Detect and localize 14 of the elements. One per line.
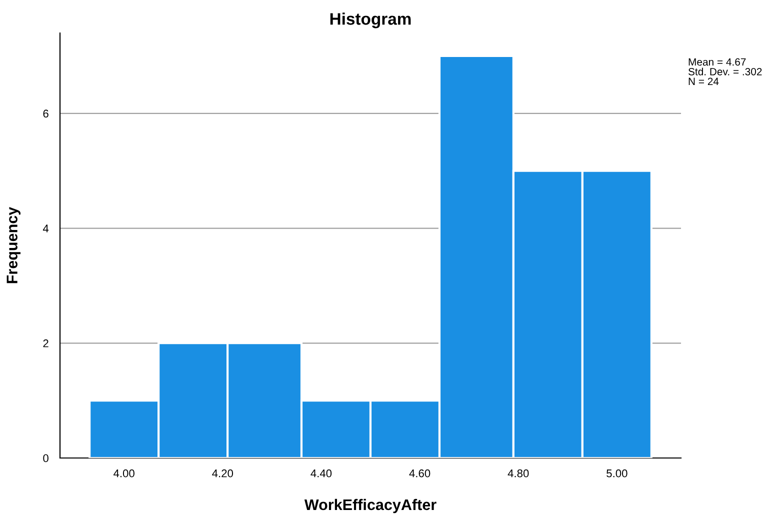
y-tick-label: 4 — [42, 224, 49, 232]
chart-title: Histogram — [330, 12, 411, 28]
x-tick-label: 4.60 — [409, 469, 430, 478]
x-axis-title: WorkEfficacyAfter — [304, 498, 436, 514]
x-tick-label: 4.00 — [114, 469, 134, 478]
y-axis-title: Frequency — [6, 206, 20, 284]
y-tick-label: 2 — [43, 339, 48, 348]
x-tick-label: 4.80 — [508, 469, 529, 478]
x-tick-label: 5.00 — [606, 469, 628, 478]
x-tick-label: 4.20 — [212, 469, 234, 478]
y-tick-label: 0 — [43, 454, 48, 462]
y-tick-label: 6 — [43, 110, 48, 118]
text: Mean = 4.67 Std. Dev. = .302 N = 24 — [688, 58, 762, 85]
x-tick-label: 4.40 — [310, 469, 332, 478]
